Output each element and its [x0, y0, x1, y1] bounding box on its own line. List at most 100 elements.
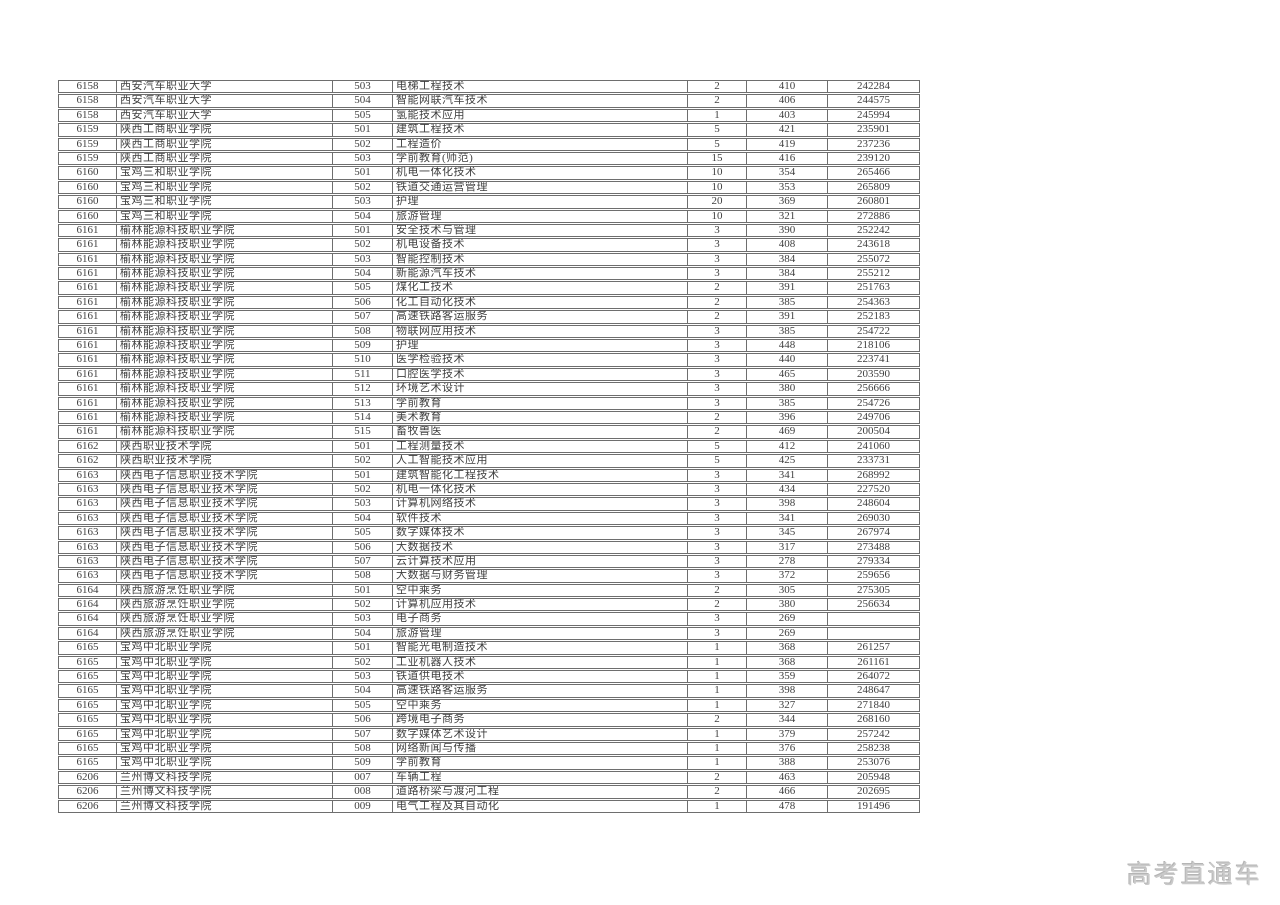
major-code-cell: 503 [333, 196, 393, 208]
table-row: 6161 榆林能源科技职业学院 504 新能源汽车技术 3 384 255212 [58, 267, 920, 281]
major-code-cell: 503 [333, 253, 393, 266]
table-row: 6161 榆林能源科技职业学院 510 医学检验技术 3 440 223741 [58, 353, 920, 367]
school-code-cell: 6160 [59, 196, 117, 208]
major-name-cell: 环境艺术设计 [393, 383, 688, 395]
major-code-cell: 508 [333, 570, 393, 582]
table-row: 6161 榆林能源科技职业学院 514 美术教育 2 396 249706 [58, 410, 920, 425]
school-code-cell: 6161 [59, 368, 117, 381]
school-name-cell: 兰州博文科技学院 [117, 771, 333, 784]
plan-count-cell: 2 [688, 411, 747, 424]
plan-count-cell: 3 [688, 483, 747, 496]
major-name-cell: 计算机应用技术 [393, 599, 688, 611]
table-row: 6163 陕西电子信息职业技术学院 506 大数据技术 3 317 273488 [58, 540, 920, 554]
major-name-cell: 工业机器人技术 [393, 656, 688, 669]
school-name-cell: 宝鸡三和职业学院 [117, 167, 333, 179]
major-code-cell: 505 [333, 527, 393, 539]
table-row: 6160 宝鸡三和职业学院 502 铁道交通运营管理 10 353 265809 [58, 180, 920, 195]
table-row: 6163 陕西电子信息职业技术学院 503 计算机网络技术 3 398 248604 [58, 497, 920, 511]
major-name-cell: 电子商务 [393, 613, 688, 625]
table-row: 6160 宝鸡三和职业学院 504 旅游管理 10 321 272886 [58, 209, 920, 223]
rank-cell: 254726 [857, 397, 890, 409]
score-cell: 478 [747, 800, 828, 812]
plan-count-cell: 1 [688, 800, 747, 812]
score-cell: 327 [747, 699, 828, 712]
school-name-cell: 榆林能源科技职业学院 [117, 340, 333, 352]
major-name-cell: 机电一体化技术 [393, 167, 688, 179]
major-code-cell: 503 [333, 81, 393, 93]
plan-count-cell: 2 [688, 786, 747, 798]
major-code-cell: 507 [333, 728, 393, 740]
table-row: 6164 陕西旅游烹饪职业学院 502 计算机应用技术 2 380 256634 [58, 598, 920, 612]
major-name-cell: 软件技术 [393, 512, 688, 525]
score-cell: 344 [747, 714, 828, 726]
major-code-cell: 504 [333, 268, 393, 280]
plan-count-cell: 1 [688, 728, 747, 740]
table-row: 6206 兰州博文科技学院 009 电气工程及其自动化 1 478 191496 [58, 799, 920, 813]
score-cell: 385 [747, 397, 828, 409]
major-name-cell: 空中乘务 [393, 584, 688, 597]
school-name-cell: 榆林能源科技职业学院 [117, 397, 333, 409]
major-code-cell: 503 [333, 152, 393, 165]
rank-cell: 241060 [857, 440, 890, 452]
major-name-cell: 医学检验技术 [393, 354, 688, 366]
school-code-cell: 6163 [59, 527, 117, 539]
major-code-cell: 504 [333, 512, 393, 525]
rank-cell: 200504 [857, 426, 890, 438]
school-code-cell: 6159 [59, 124, 117, 136]
plan-count-cell: 1 [688, 699, 747, 712]
school-code-cell: 6163 [59, 469, 117, 481]
major-code-cell: 505 [333, 282, 393, 294]
score-cell: 341 [747, 469, 828, 481]
major-name-cell: 煤化工技术 [393, 282, 688, 294]
score-cell: 448 [747, 340, 828, 352]
school-name-cell: 宝鸡中北职业学院 [117, 642, 333, 654]
rank-cell: 237236 [857, 138, 890, 150]
major-name-cell: 化工自动化技术 [393, 296, 688, 309]
score-cell: 353 [747, 181, 828, 194]
school-code-cell: 6161 [59, 224, 117, 237]
major-code-cell: 501 [333, 224, 393, 237]
score-cell: 440 [747, 354, 828, 366]
plan-count-cell: 2 [688, 771, 747, 784]
score-cell: 376 [747, 742, 828, 755]
major-name-cell: 铁道交通运营管理 [393, 181, 688, 194]
major-name-cell: 口腔医学技术 [393, 368, 688, 381]
school-name-cell: 陕西电子信息职业技术学院 [117, 527, 333, 539]
school-code-cell: 6161 [59, 325, 117, 338]
major-code-cell: 511 [333, 368, 393, 381]
major-code-cell: 504 [333, 210, 393, 222]
plan-count-cell: 2 [688, 296, 747, 309]
major-name-cell: 建筑工程技术 [393, 124, 688, 136]
plan-count-cell: 10 [688, 167, 747, 179]
table-row: 6206 兰州博文科技学院 007 车辆工程 2 463 205948 [58, 770, 920, 785]
major-name-cell: 空中乘务 [393, 699, 688, 712]
school-name-cell: 榆林能源科技职业学院 [117, 325, 333, 338]
major-name-cell: 机电设备技术 [393, 239, 688, 251]
major-name-cell: 人工智能技术应用 [393, 455, 688, 467]
rank-cell: 243618 [857, 239, 890, 251]
school-code-cell: 6161 [59, 383, 117, 395]
rank-cell: 233731 [857, 455, 890, 467]
school-name-cell: 榆林能源科技职业学院 [117, 383, 333, 395]
school-code-cell: 6159 [59, 138, 117, 150]
school-code-cell: 6160 [59, 210, 117, 222]
school-name-cell: 陕西电子信息职业技术学院 [117, 555, 333, 568]
major-name-cell: 大数据技术 [393, 541, 688, 553]
major-code-cell: 509 [333, 757, 393, 769]
school-code-cell: 6162 [59, 455, 117, 467]
school-name-cell: 西安汽车职业大学 [117, 81, 333, 93]
school-code-cell: 6158 [59, 81, 117, 93]
rank-cell: 255072 [857, 253, 890, 265]
school-code-cell: 6163 [59, 512, 117, 525]
major-code-cell: 507 [333, 311, 393, 323]
score-cell: 421 [747, 124, 828, 136]
rank-cell: 244575 [857, 95, 890, 107]
table-row: 6163 陕西电子信息职业技术学院 508 大数据与财务管理 3 372 259656 [58, 569, 920, 583]
school-code-cell: 6165 [59, 714, 117, 726]
school-code-cell: 6161 [59, 282, 117, 294]
score-cell: 278 [747, 555, 828, 568]
major-code-cell: 501 [333, 642, 393, 654]
score-cell: 269 [747, 613, 828, 625]
plan-count-cell: 3 [688, 325, 747, 338]
major-code-cell: 009 [333, 800, 393, 812]
